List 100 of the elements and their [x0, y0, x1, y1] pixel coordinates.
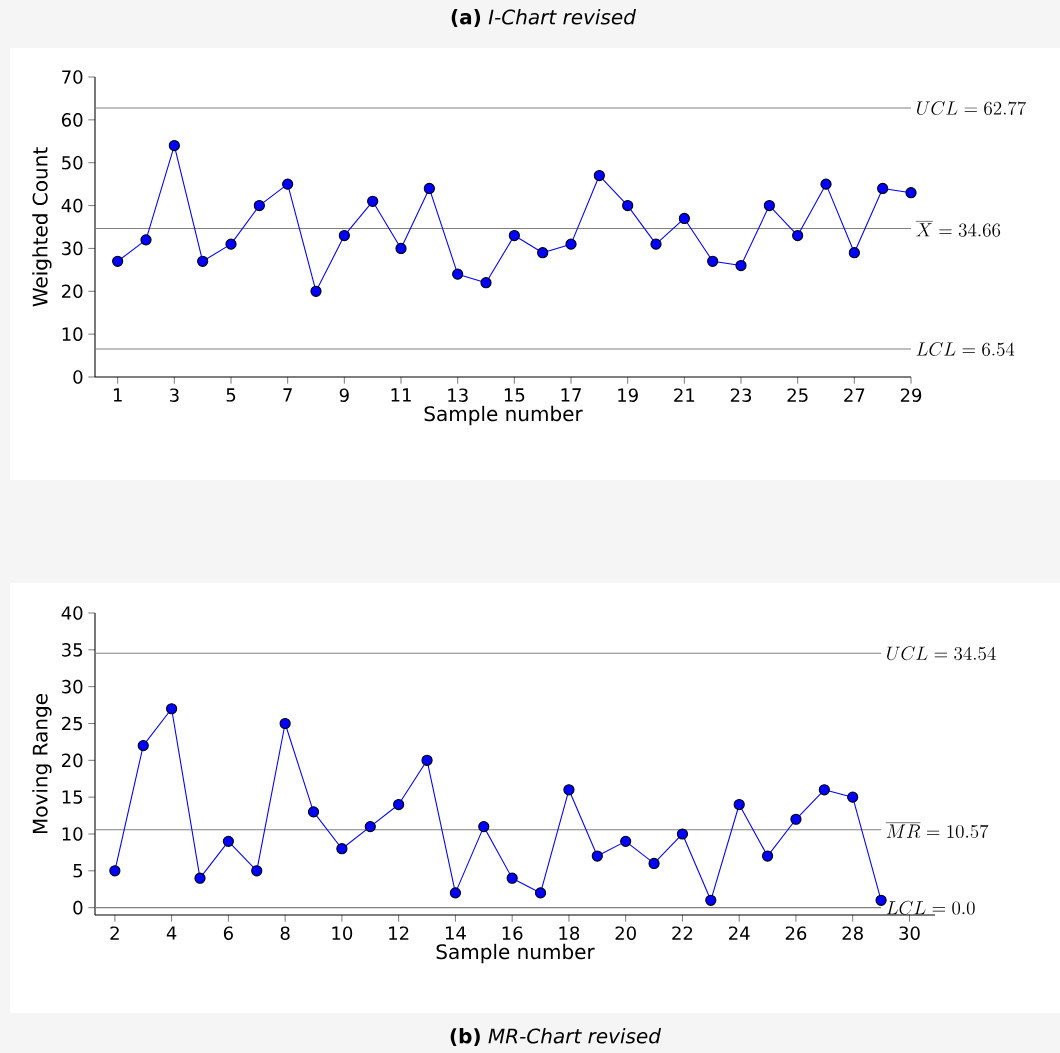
point: [166, 703, 178, 715]
x-tick-label: 17: [561, 388, 581, 402]
x-tick-label: 10: [332, 926, 353, 940]
point: [591, 850, 603, 862]
x-tick-label: 26: [785, 926, 807, 940]
point: [282, 178, 294, 190]
x-tick-label: 7: [283, 388, 292, 402]
point: [506, 872, 518, 884]
ref-line-label: $UCL=34.54$: [887, 646, 996, 661]
point: [109, 865, 121, 877]
point: [421, 754, 433, 766]
point: [761, 850, 774, 862]
point: [452, 268, 464, 280]
x-tick-label: 23: [730, 388, 752, 402]
point: [367, 195, 379, 207]
point: [534, 887, 547, 899]
point: [537, 247, 549, 259]
x-tick-label: 29: [900, 388, 922, 402]
point: [563, 784, 575, 796]
point: [790, 813, 802, 825]
point: [194, 872, 206, 884]
y-tick-label: 0: [73, 900, 83, 915]
x-tick-label: 13: [448, 388, 468, 402]
x-tick-label: 30: [899, 926, 920, 940]
point: [905, 187, 917, 199]
point: [251, 865, 263, 877]
point: [848, 247, 860, 259]
point: [310, 285, 322, 297]
x-tick-label: 11: [391, 388, 411, 402]
y-tick-label: 30: [62, 679, 83, 694]
y-tick-label: 35: [62, 643, 83, 657]
point: [676, 828, 689, 840]
x-tick-label: 3: [169, 388, 179, 402]
y-axis-title: Weighted Count: [32, 147, 52, 307]
y-tick-label: 40: [61, 606, 83, 620]
y-tick-label: 10: [62, 327, 83, 341]
point: [707, 255, 719, 267]
text: (b) MR-Chart revised: [450, 1028, 662, 1046]
y-tick-label: 60: [61, 113, 83, 127]
point: [112, 255, 124, 267]
x-tick-label: 15: [504, 388, 525, 402]
x-tick-label: 1: [113, 388, 122, 402]
x-tick-label: 4: [166, 926, 177, 940]
point: [763, 199, 775, 212]
point: [508, 229, 520, 242]
point: [818, 784, 830, 796]
point: [875, 894, 887, 906]
point: [650, 238, 662, 250]
x-axis-title: Sample number: [424, 405, 583, 426]
x-tick-label: 27: [844, 388, 865, 402]
x-tick-label: 25: [787, 388, 808, 402]
point: [449, 887, 462, 899]
point: [480, 277, 492, 289]
point: [393, 798, 405, 811]
x-tick-label: 18: [559, 926, 580, 940]
point: [622, 199, 634, 212]
y-tick-label: 20: [62, 284, 83, 299]
point: [678, 212, 690, 225]
point: [620, 835, 632, 847]
chart-title: (a) I-Chart revised: [451, 9, 636, 27]
ref-line-label: $LCL=6.54$: [916, 342, 1015, 356]
ref-line-label: $\overline{X}=34.66$: [915, 221, 1001, 237]
x-tick-label: 28: [842, 926, 863, 940]
point: [168, 139, 180, 152]
point: [733, 798, 745, 811]
point: [877, 182, 889, 195]
y-tick-label: 5: [73, 864, 83, 878]
y-tick-label: 10: [62, 827, 83, 841]
x-tick-label: 5: [226, 388, 236, 402]
point: [222, 835, 234, 847]
point: [705, 894, 717, 906]
x-tick-label: 16: [502, 926, 523, 940]
ref-line-label: $LCL=0.0$: [886, 900, 975, 915]
point: [338, 229, 350, 242]
x-axis-title: Sample number: [436, 943, 595, 964]
x-tick-label: 22: [672, 926, 693, 940]
y-tick-label: 40: [61, 198, 83, 213]
point: [423, 182, 435, 195]
y-tick-label: 50: [62, 155, 83, 170]
point: [395, 242, 407, 255]
x-tick-label: 20: [615, 926, 636, 940]
point: [735, 259, 747, 272]
y-axis-title: Moving Range: [32, 694, 52, 834]
x-tick-label: 2: [110, 926, 119, 940]
point: [648, 857, 660, 870]
ref-line-label: $UCL=62.77$: [917, 101, 1026, 115]
x-tick-label: 24: [729, 926, 750, 940]
x-tick-label: 14: [445, 926, 466, 940]
point: [225, 238, 237, 250]
x-tick-label: 21: [674, 388, 695, 402]
x-tick-label: 9: [339, 388, 349, 402]
point: [197, 255, 209, 267]
x-tick-label: 6: [223, 926, 233, 940]
point: [137, 739, 149, 752]
y-tick-label: 25: [62, 716, 83, 731]
y-tick-label: 20: [62, 753, 83, 768]
y-tick-label: 30: [62, 241, 83, 256]
point: [253, 199, 265, 212]
point: [279, 717, 291, 730]
point: [364, 821, 376, 833]
